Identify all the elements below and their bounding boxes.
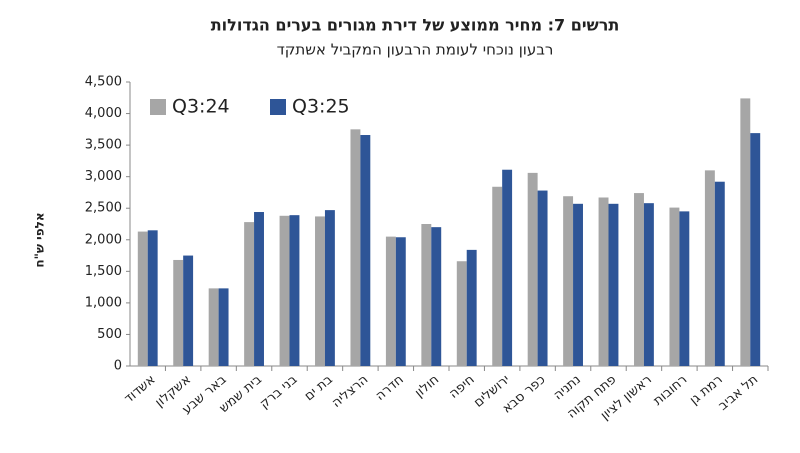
bar xyxy=(643,203,654,366)
bar xyxy=(324,210,335,366)
bar xyxy=(137,231,148,366)
bar xyxy=(395,237,406,366)
bar xyxy=(385,236,396,366)
y-tick-label: 4,000 xyxy=(85,106,122,121)
bar xyxy=(147,230,158,366)
bar xyxy=(431,227,442,366)
y-tick-label: 2,500 xyxy=(85,201,122,216)
bar xyxy=(704,170,715,366)
bar xyxy=(244,222,255,366)
bar xyxy=(608,203,619,366)
legend-swatch xyxy=(270,99,286,115)
bar xyxy=(289,215,300,366)
y-tick-label: 3,000 xyxy=(85,169,122,184)
bar xyxy=(173,259,184,366)
bar xyxy=(350,129,361,366)
bar xyxy=(456,261,467,366)
bar xyxy=(598,197,609,366)
bar xyxy=(183,255,194,366)
bar xyxy=(669,207,680,366)
bar xyxy=(750,133,761,366)
y-axis-label: אלפי ש"ח xyxy=(33,212,47,267)
chart-title: תרשים 7: מחיר ממוצע של דירת מגורים בערים… xyxy=(211,16,620,35)
x-tick-label: הרצליה xyxy=(329,372,371,411)
bar xyxy=(492,186,503,366)
x-tick-label: אשדוד xyxy=(122,372,159,406)
bar xyxy=(634,193,644,366)
legend-label: Q3:25 xyxy=(292,96,350,118)
y-tick-label: 2,000 xyxy=(85,232,122,247)
legend-swatch xyxy=(150,99,166,115)
y-tick-label: 3,500 xyxy=(85,138,122,153)
x-tick-label: חולון xyxy=(412,372,442,401)
bar xyxy=(714,181,725,366)
bar xyxy=(740,98,751,367)
bar xyxy=(679,211,690,366)
x-tick-label: חדרה xyxy=(373,372,407,404)
y-tick-label: 1,500 xyxy=(85,264,122,279)
bar xyxy=(279,215,290,366)
legend-label: Q3:24 xyxy=(172,96,230,118)
bar xyxy=(563,196,574,366)
bar xyxy=(421,224,432,366)
bar xyxy=(527,172,538,366)
y-tick-label: 500 xyxy=(97,327,122,342)
x-tick-label: רחובות xyxy=(651,372,691,409)
bar xyxy=(360,135,371,366)
chart-subtitle: רבעון נוכחי לעומת הרבעון המקביל אשתקד xyxy=(277,41,554,59)
x-tick-label: תל אביב xyxy=(716,372,761,414)
bar xyxy=(573,203,583,366)
bar xyxy=(502,169,513,366)
bar xyxy=(315,216,325,366)
bar xyxy=(208,288,219,366)
y-tick-label: 4,500 xyxy=(85,75,122,90)
bar xyxy=(466,249,477,366)
y-tick-label: 1,000 xyxy=(85,295,122,310)
bar xyxy=(254,212,264,366)
bar xyxy=(537,190,548,366)
x-tick-label: בני ברק xyxy=(257,372,300,412)
bar xyxy=(218,288,229,366)
y-tick-label: 0 xyxy=(114,359,122,374)
